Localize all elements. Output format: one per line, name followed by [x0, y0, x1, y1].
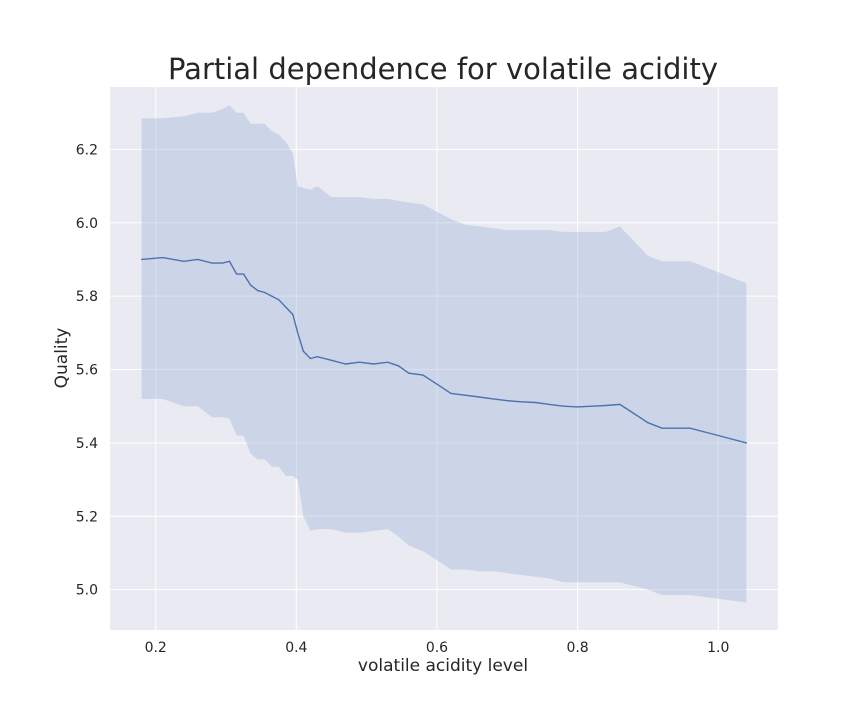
data-point — [661, 427, 663, 429]
data-point — [271, 295, 273, 297]
data-point — [250, 284, 252, 286]
data-point — [717, 434, 719, 437]
data-point — [408, 372, 410, 374]
data-point — [264, 291, 266, 294]
data-point — [330, 359, 333, 361]
data-point — [436, 383, 438, 385]
x-tick-label: 0.6 — [426, 640, 448, 656]
data-point — [562, 405, 565, 407]
data-point — [302, 350, 304, 352]
data-point — [689, 427, 691, 429]
data-point — [577, 406, 579, 408]
data-point — [619, 403, 621, 405]
data-point — [309, 357, 311, 360]
data-point — [492, 398, 494, 400]
y-tick-label: 6.2 — [76, 142, 98, 158]
data-point — [534, 401, 537, 404]
plot-background — [110, 87, 778, 630]
y-tick-label: 5.2 — [76, 509, 98, 525]
confidence-band — [141, 105, 747, 603]
y-tick-label: 5.6 — [76, 363, 98, 379]
y-tick-labels: 5.0 5.2 5.4 5.6 5.8 6.0 6.2 — [76, 142, 98, 598]
y-tick-label: 5.8 — [76, 289, 98, 305]
data-point — [297, 332, 299, 334]
data-point — [221, 262, 224, 264]
x-tick-label: 0.2 — [145, 640, 167, 656]
data-point — [387, 361, 389, 363]
data-point — [197, 258, 199, 260]
line-points — [141, 257, 748, 444]
data-point — [605, 404, 607, 407]
data-point — [397, 365, 399, 367]
data-point — [464, 394, 466, 396]
data-point — [257, 290, 259, 292]
data-point — [520, 401, 522, 403]
x-tick-label: 0.4 — [285, 640, 307, 656]
y-tick-label: 5.4 — [76, 436, 98, 452]
data-point — [243, 273, 245, 275]
data-point — [478, 396, 480, 398]
data-point — [422, 374, 424, 376]
data-point — [647, 422, 649, 424]
data-point — [162, 257, 164, 259]
data-point — [278, 299, 280, 301]
data-point — [141, 258, 143, 260]
x-tick-labels: 0.2 0.4 0.6 0.8 1.0 — [145, 640, 730, 656]
data-point — [633, 412, 635, 415]
data-point — [359, 361, 361, 363]
x-axis-label: volatile acidity level — [358, 656, 528, 676]
data-point — [591, 405, 593, 407]
y-tick-label: 5.0 — [76, 583, 98, 599]
x-tick-label: 0.8 — [566, 640, 588, 656]
data-point — [236, 273, 238, 275]
data-point — [506, 400, 508, 402]
data-point — [745, 442, 748, 444]
y-tick-label: 6.0 — [76, 216, 98, 232]
data-point — [285, 306, 287, 308]
data-point — [345, 363, 347, 365]
data-point — [548, 403, 551, 405]
x-gridlines — [155, 87, 719, 630]
x-tick-label: 1.0 — [707, 640, 729, 656]
data-point — [450, 392, 452, 394]
data-point — [183, 260, 185, 262]
y-axis-label: Quality — [52, 328, 72, 389]
data-point — [292, 313, 294, 316]
data-point — [316, 356, 318, 358]
data-point — [211, 262, 213, 264]
data-point — [228, 260, 231, 262]
y-gridlines — [110, 148, 778, 591]
data-point — [373, 363, 375, 365]
chart-title: Partial dependence for volatile acidity — [168, 52, 718, 86]
partial-dependence-line — [141, 256, 747, 444]
